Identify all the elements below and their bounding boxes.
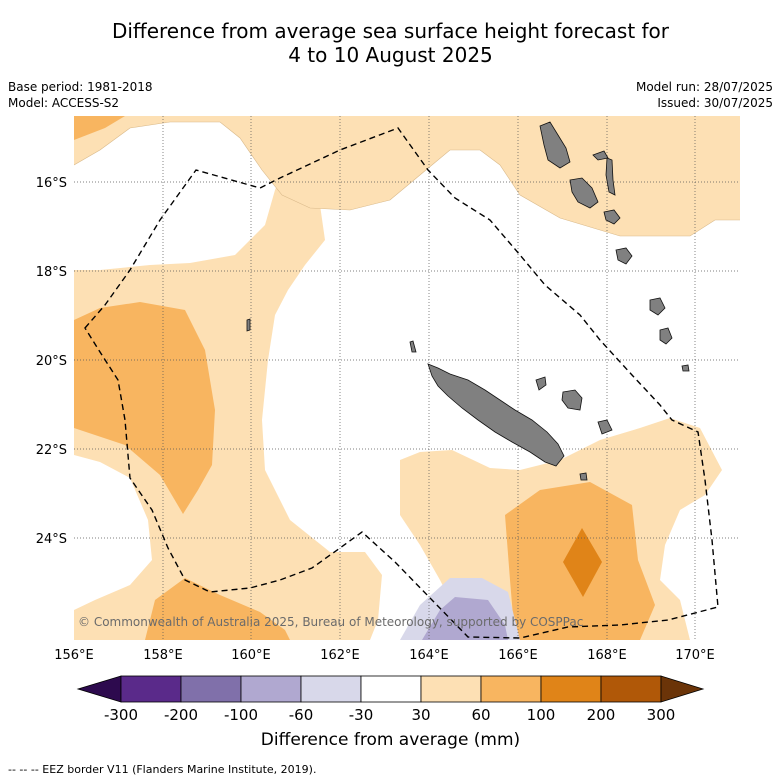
vanuatu-island-3 — [569, 177, 599, 209]
loyalty-island-3 — [597, 419, 613, 435]
lon-label-168: 168°E — [587, 648, 627, 663]
lat-label-18s: 18°S — [36, 265, 67, 280]
colorbar-segment — [120, 675, 182, 703]
colorbar-segment — [360, 675, 422, 703]
small-island-3 — [409, 340, 417, 353]
lon-label-170: 170°E — [675, 648, 715, 663]
colorbar-segment — [300, 675, 362, 703]
title-line-2: 4 to 10 August 2025 — [288, 43, 493, 67]
land-masses — [246, 121, 690, 481]
lat-label-16s: 16°S — [36, 176, 67, 191]
colorbar-segment — [420, 675, 482, 703]
anomaly-neg-60-100 — [422, 597, 508, 640]
vanuatu-tanna — [615, 247, 633, 265]
longitude-labels: 156°E 158°E 160°E 162°E 164°E 166°E 168°… — [54, 648, 715, 663]
model-run: Model run: 28/07/2025 — [635, 80, 773, 94]
lon-label-166: 166°E — [498, 648, 538, 663]
vanuatu-efate — [603, 209, 621, 225]
colorbar-tick-label: -200 — [164, 706, 198, 724]
vanuatu-island-7 — [659, 327, 673, 345]
vanuatu-island-6 — [649, 297, 666, 316]
lon-label-164: 164°E — [409, 648, 449, 663]
small-island-1 — [681, 364, 690, 372]
base-period: Base period: 1981-2018 — [8, 80, 153, 94]
colorbar-tick-label: 300 — [647, 706, 676, 724]
colorbar-tick-label: 30 — [411, 706, 430, 724]
meta-right: Model run: 28/07/2025 Issued: 30/07/2025 — [636, 79, 773, 111]
colorbar-tick-label: 100 — [527, 706, 556, 724]
anomaly-60-100-south — [145, 578, 290, 640]
colorbar-segment — [540, 675, 602, 703]
lat-label-20s: 20°S — [36, 354, 67, 369]
anomaly-contour-lines — [74, 121, 740, 237]
colorbar: -300 -200 -100 -60 -30 30 60 100 200 300 — [76, 675, 705, 724]
colorbar-segment — [480, 675, 542, 703]
colorbar-tick-label: 60 — [471, 706, 490, 724]
colorbar-segment — [180, 675, 242, 703]
chart-title: Difference from average sea surface heig… — [0, 19, 781, 67]
model-name: Model: ACCESS-S2 — [8, 96, 120, 110]
colorbar-tick-label: -300 — [104, 706, 138, 724]
lon-label-162: 162°E — [320, 648, 360, 663]
lat-label-22s: 22°S — [36, 443, 67, 458]
anomaly-30-60-west — [74, 178, 382, 640]
title-line-1: Difference from average sea surface heig… — [111, 19, 670, 43]
small-island-2 — [579, 472, 588, 481]
loyalty-island-2 — [561, 389, 583, 411]
new-caledonia-island — [427, 363, 565, 467]
lon-label-158: 158°E — [143, 648, 183, 663]
colorbar-extend-high — [660, 675, 705, 703]
loyalty-island-1 — [535, 376, 547, 391]
eez-legend-note: -- -- -- EEZ border V11 (Flanders Marine… — [8, 763, 317, 776]
vanuatu-island-4 — [605, 157, 616, 196]
anomaly-60-100-west — [74, 302, 215, 514]
issued-date: Issued: 30/07/2025 — [657, 96, 773, 110]
colorbar-segment — [600, 675, 662, 703]
meta-left: Base period: 1981-2018 Model: ACCESS-S2 — [8, 79, 153, 111]
colorbar-tick-label: -30 — [349, 706, 374, 724]
lat-label-24s: 24°S — [36, 532, 67, 547]
copyright-text: © Commonwealth of Australia 2025, Bureau… — [78, 615, 583, 629]
anomaly-30-60-north — [74, 116, 740, 236]
anomaly-60-100-northwest-corner — [74, 116, 125, 140]
colorbar-tick-label: 200 — [587, 706, 616, 724]
chesterfield-island — [246, 318, 251, 332]
colorbar-extend-low — [76, 675, 122, 703]
colorbar-tick-label: -60 — [289, 706, 314, 724]
colorbar-tick-label: -100 — [224, 706, 258, 724]
colorbar-title: Difference from average (mm) — [260, 730, 521, 750]
lon-label-160: 160°E — [231, 648, 271, 663]
vanuatu-espiritu-santo — [539, 121, 571, 169]
latitude-labels: 16°S 18°S 20°S 22°S 24°S — [36, 176, 67, 547]
anomaly-100-200-core — [563, 528, 602, 597]
map-area: © Commonwealth of Australia 2025, Bureau… — [74, 116, 740, 640]
gridlines — [74, 116, 740, 640]
colorbar-segment — [240, 675, 302, 703]
lon-label-156: 156°E — [54, 648, 94, 663]
